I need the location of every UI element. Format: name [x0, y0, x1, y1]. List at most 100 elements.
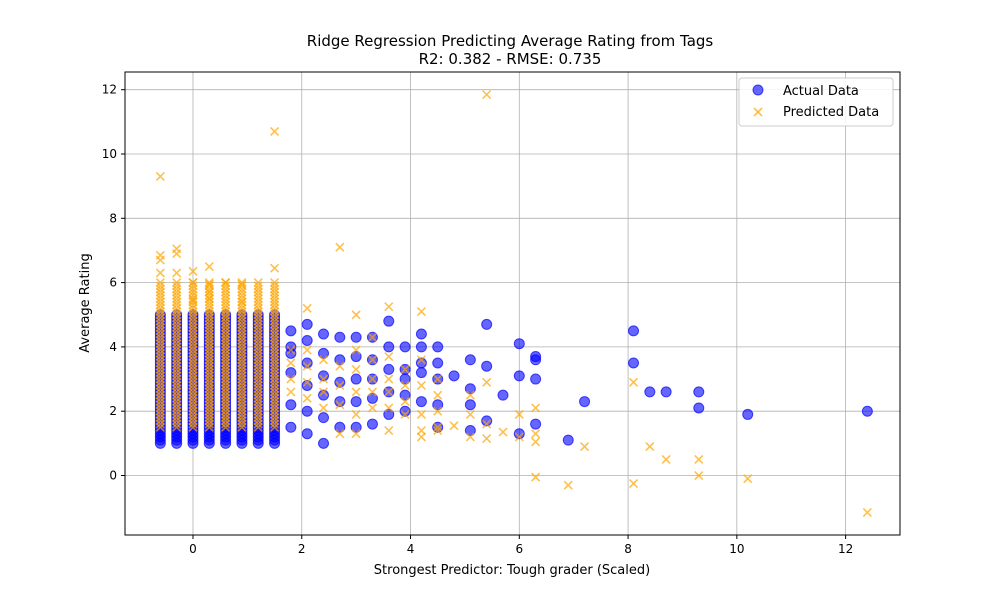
predicted-data-point [269, 278, 280, 288]
actual-data-point [693, 402, 705, 414]
predicted-data-point [172, 281, 182, 291]
actual-data-point [334, 376, 346, 388]
predicted-data-point [302, 361, 312, 371]
predicted-data-point [237, 297, 247, 307]
actual-data-point [334, 354, 346, 366]
actual-data-point [399, 405, 411, 417]
predicted-data-point [416, 380, 426, 391]
actual-data-point [301, 379, 313, 391]
predicted-data-point [384, 351, 394, 362]
y-tick-label: 10 [102, 147, 117, 161]
predicted-data-point [400, 364, 410, 374]
actual-data-point [628, 325, 640, 337]
predicted-data-point [188, 266, 198, 276]
legend-predicted-label: Predicted Data [783, 105, 879, 120]
predicted-data-point [318, 387, 329, 397]
predicted-data-point [367, 355, 378, 365]
legend: Actual Data Predicted Data [738, 77, 894, 127]
predicted-data-point [302, 303, 312, 313]
actual-data-point [383, 363, 395, 375]
actual-data-point [513, 370, 525, 382]
actual-data-point [579, 396, 591, 408]
predicted-data-point [155, 255, 165, 265]
actual-data-point [432, 341, 444, 353]
predicted-data-point [237, 281, 247, 291]
predicted-data-point [384, 374, 394, 384]
actual-data-point [530, 373, 542, 385]
predicted-data-point [172, 278, 182, 288]
x-axis-label: Strongest Predictor: Tough grader (Scale… [374, 563, 650, 578]
actual-data-point [660, 386, 672, 398]
actual-data-point [366, 418, 378, 430]
predicted-data-point [351, 429, 361, 439]
predicted-data-point [221, 278, 231, 288]
predicted-data-point [449, 421, 459, 431]
predicted-data-point [269, 126, 280, 137]
actual-data-point [301, 318, 313, 330]
actual-data-point [464, 354, 476, 366]
actual-data-point [350, 421, 362, 433]
predicted-data-point [286, 345, 296, 355]
predicted-data-point [416, 355, 426, 365]
predicted-data-point [318, 403, 329, 413]
predicted-data-point [335, 242, 345, 252]
actual-data-point [481, 360, 493, 372]
predicted-data-point [237, 278, 247, 288]
predicted-data-point [286, 358, 296, 368]
predicted-data-point [384, 387, 394, 397]
predicted-data-point [465, 409, 475, 419]
predicted-data-point [253, 281, 263, 291]
predicted-data-point [221, 281, 231, 291]
plot-points [154, 89, 873, 518]
predicted-data-point [253, 278, 263, 288]
actual-data-point [644, 386, 656, 398]
actual-data-point [432, 399, 444, 411]
predicted-data-point [204, 261, 214, 272]
predicted-data-point [204, 294, 214, 304]
predicted-data-point [269, 263, 280, 273]
actual-data-point [318, 347, 330, 359]
predicted-data-point [155, 268, 165, 278]
plot-frame [124, 71, 901, 536]
predicted-data-point [433, 422, 443, 432]
predicted-data-point [862, 507, 872, 518]
predicted-data-point [645, 442, 655, 452]
predicted-data-point [694, 454, 704, 465]
predicted-data-point [351, 310, 361, 320]
legend-box [738, 77, 894, 127]
actual-data-point [318, 370, 330, 382]
actual-data-point [415, 367, 427, 379]
y-tick-label: 8 [109, 211, 117, 225]
predicted-data-point [384, 302, 394, 312]
actual-data-point [334, 396, 346, 408]
actual-data-point [301, 334, 313, 346]
y-axis-label: Average Rating [78, 253, 93, 352]
predicted-data-point [400, 397, 410, 407]
chart-title: Ridge Regression Predicting Average Rati… [307, 32, 714, 50]
actual-data-point [383, 408, 395, 420]
actual-data-point [366, 392, 378, 404]
actual-data-point [464, 399, 476, 411]
predicted-data-point [433, 425, 443, 436]
predicted-data-point [269, 281, 280, 291]
predicted-data-point [302, 377, 312, 387]
x-tick-label: 2 [298, 542, 306, 556]
actual-data-point [318, 437, 330, 449]
x-tick-label: 4 [407, 542, 415, 556]
predicted-data-point [351, 387, 361, 397]
predicted-data-point [514, 409, 524, 419]
actual-data-point [318, 328, 330, 340]
predicted-data-point [743, 474, 753, 484]
predicted-data-point [188, 281, 198, 291]
legend-actual-marker [752, 84, 764, 96]
predicted-data-point [351, 345, 361, 355]
actual-data-point [399, 341, 411, 353]
x-tick-label: 10 [729, 542, 744, 556]
predicted-data-point [531, 403, 541, 413]
predicted-data-point [172, 268, 182, 278]
actual-data-point [301, 428, 313, 440]
actual-data-point [350, 331, 362, 343]
predicted-data-point [367, 332, 378, 342]
actual-data-point [628, 357, 640, 369]
